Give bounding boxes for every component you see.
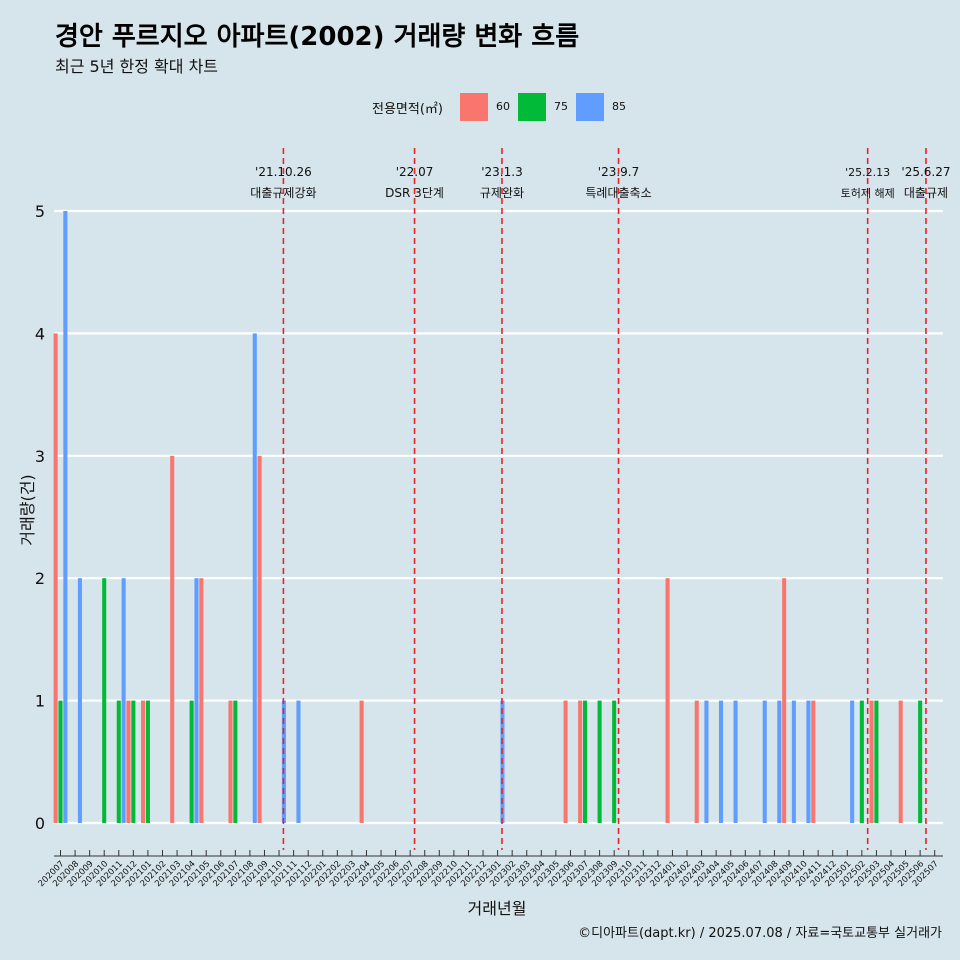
legend-key-85: [576, 93, 604, 121]
event-label: 대출규제강화: [250, 186, 316, 200]
bar-85-202404: [718, 700, 724, 823]
event-date-label: '22.07: [396, 165, 434, 179]
bar-75-202007: [58, 700, 63, 823]
bar-75-202502: [859, 700, 864, 823]
bar-85-202410: [806, 700, 811, 823]
bar-60-202306: [563, 700, 568, 823]
bar-85-202108: [252, 333, 257, 823]
legend: 전용면적(㎡) 60 75 85: [0, 92, 960, 122]
event-label: 규제완화: [480, 186, 524, 200]
bar-75-202506: [918, 700, 923, 823]
event-date-label: '23.1.3: [481, 165, 522, 179]
legend-label-85: 85: [612, 100, 626, 113]
y-tick-label: 3: [35, 447, 45, 466]
legend-key-75: [518, 93, 546, 121]
bar-60-202107: [228, 700, 233, 823]
bar-85-202111: [296, 700, 301, 823]
bar-75-202012: [131, 700, 136, 823]
y-tick-label: 0: [35, 814, 45, 833]
bar-85-202007: [63, 211, 68, 823]
bar-75-202104: [189, 700, 194, 823]
bar-85-202407: [762, 700, 767, 823]
bar-85-202011: [121, 578, 126, 823]
y-tick-label: 5: [35, 202, 45, 221]
bar-60-202109: [257, 455, 262, 823]
bar-60-202007: [53, 333, 58, 823]
event-label: 특례대출축소: [585, 186, 651, 200]
bar-85-202408: [777, 700, 782, 823]
legend-title: 전용면적(㎡): [372, 102, 443, 117]
bar-85-202104: [194, 578, 199, 823]
bar-60-202307: [578, 700, 583, 823]
bar-60-202401: [665, 578, 670, 823]
event-label: 토허제 해제: [841, 186, 895, 200]
bar-75-202107: [233, 700, 238, 823]
bar-60-202505: [898, 700, 903, 823]
bar-85-202409: [791, 700, 796, 823]
bar-60-202012: [126, 700, 131, 823]
bar-75-202308: [597, 700, 602, 823]
bar-75-202307: [582, 700, 588, 823]
y-tick-label: 1: [35, 692, 45, 711]
chart-caption: ©디아파트(dapt.kr) / 2025.07.08 / 자료=국토교통부 실…: [578, 926, 942, 941]
y-tick-label: 2: [35, 569, 45, 588]
bar-75-202503: [874, 700, 879, 823]
event-label: DSR 3단계: [385, 186, 444, 200]
x-axis-title: 거래년월: [468, 899, 527, 918]
chart-subtitle: 최근 5년 한정 확대 차트: [55, 57, 219, 76]
bar-85-202403: [704, 700, 709, 823]
bar-85-202501: [850, 700, 855, 823]
bar-60-202204: [359, 700, 364, 823]
bar-75-202011: [116, 700, 121, 823]
y-axis-title: 거래량(건): [18, 474, 37, 545]
bar-60-202409: [782, 578, 787, 823]
event-label: 대출규제: [904, 186, 948, 200]
y-tick-label: 4: [35, 324, 45, 343]
legend-label-75: 75: [554, 100, 568, 113]
bar-60-202101: [141, 700, 146, 823]
bar-85-202008: [77, 578, 82, 823]
bar-60-202411: [811, 700, 816, 823]
bar-60-202403: [694, 700, 699, 823]
chart-title: 경안 푸르지오 아파트(2002) 거래량 변화 흐름: [55, 22, 580, 52]
bar-75-202010: [102, 578, 107, 823]
bar-75-202101: [145, 700, 150, 823]
legend-key-60: [460, 93, 488, 121]
event-date-label: '23.9.7: [598, 165, 639, 179]
event-date-label: '25.2.13: [845, 166, 890, 179]
bar-85-202405: [733, 700, 738, 823]
event-date-label: '25.6.27: [901, 165, 950, 179]
legend-label-60: 60: [496, 100, 510, 113]
bar-75-202309: [612, 700, 617, 823]
bar-60-202503: [869, 700, 874, 823]
bar-60-202105: [199, 578, 204, 823]
bar-60-202103: [170, 455, 175, 823]
event-date-label: '21.10.26: [255, 165, 312, 179]
